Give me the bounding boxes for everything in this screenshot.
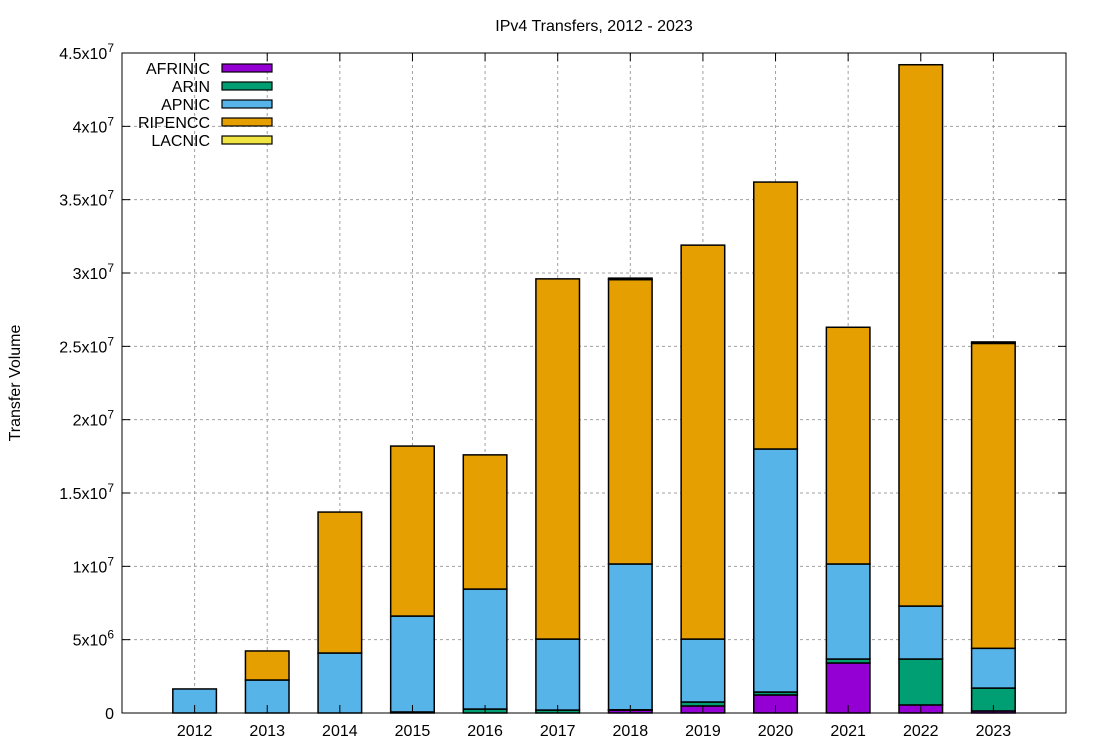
y-tick-exponent: 7 bbox=[107, 41, 114, 55]
y-tick-exponent: 7 bbox=[107, 554, 114, 568]
bar-segment-lacnic-2018 bbox=[607, 277, 653, 281]
x-axis-ticks: 2012 2013 2014 2015 2016 2017 2018 2019 2020 2021… bbox=[177, 53, 1011, 740]
bar-segment-ripencc-2022 bbox=[898, 63, 944, 607]
legend-label-arin: ARIN bbox=[172, 79, 210, 96]
bar-segment-lacnic-2023 bbox=[970, 341, 1016, 345]
y-tick-label: 4x107 bbox=[73, 114, 115, 136]
bar-segment-apnic-2015 bbox=[389, 615, 435, 713]
y-tick-base: 1x10 bbox=[73, 559, 108, 576]
bar-segment-ripencc-2017 bbox=[535, 278, 581, 640]
legend-swatch-afrinic bbox=[221, 63, 273, 73]
y-tick-exponent: 6 bbox=[107, 628, 114, 642]
legend-label-apnic: APNIC bbox=[161, 97, 210, 114]
bar-segment-apnic-2018 bbox=[607, 563, 653, 711]
y-tick-label: 2.5x107 bbox=[59, 334, 114, 356]
x-tick-label: 2013 bbox=[249, 723, 285, 740]
bar-segment-apnic-2016 bbox=[462, 588, 508, 710]
x-tick-label: 2023 bbox=[976, 723, 1012, 740]
bar-segment-arin-2022 bbox=[898, 658, 944, 706]
legend-swatch-lacnic bbox=[221, 135, 273, 145]
y-tick-base: 2.5x10 bbox=[59, 339, 107, 356]
y-axis-ticks: 05x1061x1071.5x1072x1072.5x1073x1073.5x1… bbox=[59, 41, 1066, 723]
legend-swatch-ripencc bbox=[221, 117, 273, 127]
legend-swatch-apnic bbox=[221, 99, 273, 109]
y-tick-label: 5x106 bbox=[73, 628, 115, 650]
legend-label-ripencc: RIPENCC bbox=[138, 115, 210, 132]
bar-segment-ripencc-2019 bbox=[680, 244, 726, 640]
x-tick-label: 2017 bbox=[540, 723, 576, 740]
y-tick-base: 2x10 bbox=[73, 413, 108, 430]
bar-segment-ripencc-2014 bbox=[317, 511, 363, 654]
bar-segment-ripencc-2015 bbox=[389, 445, 435, 617]
legend-swatch-arin bbox=[221, 81, 273, 91]
legend-label-afrinic: AFRINIC bbox=[146, 61, 210, 78]
bar-segment-afrinic-2021 bbox=[825, 662, 871, 714]
chart-title: IPv4 Transfers, 2012 - 2023 bbox=[495, 18, 693, 35]
bar-segment-apnic-2014 bbox=[317, 652, 363, 714]
y-tick-label: 1x107 bbox=[73, 554, 115, 576]
y-tick-label: 3.5x107 bbox=[59, 188, 114, 210]
plot-border bbox=[121, 52, 1067, 714]
x-tick-label: 2022 bbox=[903, 723, 939, 740]
y-tick-label: 2x107 bbox=[73, 408, 115, 430]
y-tick-label: 4.5x107 bbox=[59, 41, 114, 63]
y-tick-exponent: 7 bbox=[107, 261, 114, 275]
legend-label-lacnic: LACNIC bbox=[151, 133, 210, 150]
y-tick-exponent: 7 bbox=[107, 188, 114, 202]
y-tick-label: 3x107 bbox=[73, 261, 115, 283]
x-tick-label: 2014 bbox=[322, 723, 358, 740]
bar-segment-ripencc-2020 bbox=[753, 181, 799, 450]
x-tick-label: 2020 bbox=[758, 723, 794, 740]
x-tick-label: 2018 bbox=[613, 723, 649, 740]
bar-segment-apnic-2017 bbox=[535, 638, 581, 711]
x-tick-label: 2016 bbox=[467, 723, 503, 740]
y-tick-label: 1.5x107 bbox=[59, 481, 114, 503]
bar-segment-ripencc-2021 bbox=[825, 326, 871, 565]
y-tick-exponent: 7 bbox=[107, 481, 114, 495]
y-tick-base: 1.5x10 bbox=[59, 486, 107, 503]
bar-segment-apnic-2020 bbox=[753, 448, 799, 693]
y-axis-label: Transfer Volume bbox=[7, 325, 24, 442]
bar-segment-ripencc-2023 bbox=[970, 342, 1016, 650]
y-tick-exponent: 7 bbox=[107, 334, 114, 348]
x-tick-label: 2021 bbox=[830, 723, 866, 740]
bar-segment-apnic-2021 bbox=[825, 563, 871, 660]
x-tick-label: 2012 bbox=[177, 723, 213, 740]
bar-segment-ripencc-2016 bbox=[462, 454, 508, 590]
y-tick-label: 0 bbox=[105, 706, 114, 723]
y-tick-base: 3.5x10 bbox=[59, 193, 107, 210]
bar-segment-apnic-2019 bbox=[680, 638, 726, 703]
y-tick-exponent: 7 bbox=[107, 114, 114, 128]
bar-segment-ripencc-2013 bbox=[244, 650, 290, 681]
y-tick-base: 4x10 bbox=[73, 119, 108, 136]
y-tick-exponent: 7 bbox=[107, 408, 114, 422]
y-tick-base: 5x10 bbox=[73, 633, 108, 650]
y-tick-base: 3x10 bbox=[73, 266, 108, 283]
x-tick-label: 2019 bbox=[685, 723, 721, 740]
y-tick-base: 0 bbox=[105, 706, 114, 723]
y-tick-base: 4.5x10 bbox=[59, 46, 107, 63]
bar-segment-apnic-2023 bbox=[970, 647, 1016, 689]
x-tick-label: 2015 bbox=[395, 723, 431, 740]
bar-segment-ripencc-2018 bbox=[607, 278, 653, 565]
bars bbox=[172, 63, 1016, 714]
bar-segment-apnic-2022 bbox=[898, 605, 944, 660]
